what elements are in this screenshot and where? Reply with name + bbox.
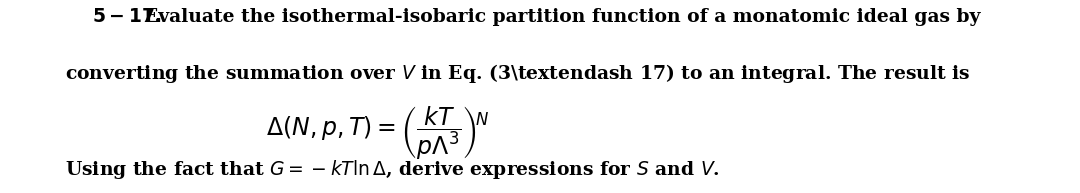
- Text: Evaluate the isothermal-isobaric partition function of a monatomic ideal gas by: Evaluate the isothermal-isobaric partiti…: [144, 8, 981, 26]
- Text: converting the summation over $V$ in Eq. (3\textendash 17) to an integral. The r: converting the summation over $V$ in Eq.…: [65, 62, 970, 85]
- Text: $\bf{5-17.}$: $\bf{5-17.}$: [92, 8, 161, 26]
- Text: $\Delta(N, p, T) = \left(\dfrac{kT}{p\Lambda^3}\right)^{\!N}$: $\Delta(N, p, T) = \left(\dfrac{kT}{p\La…: [266, 104, 490, 162]
- Text: Using the fact that $G = -kT\ln\Delta$, derive expressions for $S$ and $V$.: Using the fact that $G = -kT\ln\Delta$, …: [65, 158, 719, 181]
